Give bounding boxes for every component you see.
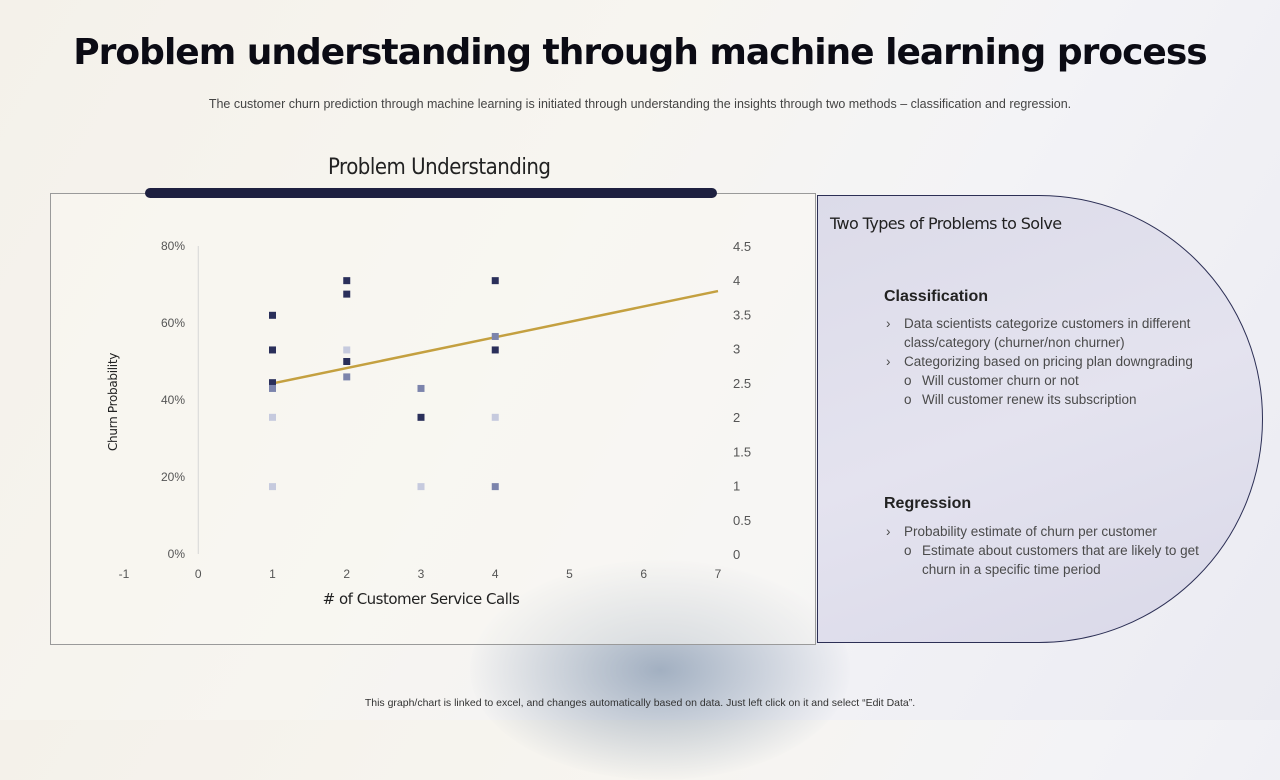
regression-list: Probability estimate of churn per custom… xyxy=(884,522,1234,579)
data-point xyxy=(269,311,276,319)
slide-title: Problem understanding through machine le… xyxy=(73,32,1207,73)
regression-item: Probability estimate of churn per custom… xyxy=(884,522,1234,541)
y-right-tick-label: 4 xyxy=(733,273,740,288)
y-right-tick-label: 4.5 xyxy=(733,239,751,254)
y-right-tick-label: 0.5 xyxy=(733,513,751,528)
x-tick-label: 5 xyxy=(566,567,573,581)
x-tick-label: 1 xyxy=(269,567,276,581)
slide-subtitle: The customer churn prediction through ma… xyxy=(208,97,1072,111)
y-right-tick-label: 1.5 xyxy=(733,444,751,459)
chart-container[interactable]: -1 0 1 2 3 4 5 6 7 0% 20% 40% 60% 80% 0 0.5 1 1.5 2 2.5 3 3.5… xyxy=(50,193,816,645)
section-accent-bar xyxy=(145,188,717,198)
x-tick-label: 0 xyxy=(195,567,202,581)
regression-item: Estimate about customers that are likely… xyxy=(884,541,1234,579)
classification-list: Data scientists categorize customers in … xyxy=(884,314,1234,409)
y-right-tick-label: 2.5 xyxy=(733,376,751,391)
y-right-tick-label: 3.5 xyxy=(733,307,751,322)
data-point xyxy=(343,290,351,298)
regression-heading: Regression xyxy=(884,495,972,512)
data-point xyxy=(343,358,351,365)
data-point xyxy=(491,277,499,285)
footer-note: This graph/chart is linked to excel, and… xyxy=(364,697,916,709)
data-point xyxy=(417,483,425,491)
y-left-tick-label: 20% xyxy=(161,470,185,484)
problem-types-panel: Two Types of Problems to Solve Classific… xyxy=(817,195,1263,643)
x-tick-label: 7 xyxy=(715,567,722,581)
y-left-tick-label: 80% xyxy=(161,239,185,253)
x-tick-label: 3 xyxy=(418,567,425,581)
x-tick-label: 2 xyxy=(343,567,350,581)
data-point xyxy=(269,483,276,491)
section-title: Problem Understanding xyxy=(328,155,551,180)
classification-item: Will customer renew its subscription xyxy=(884,390,1234,409)
x-axis-title: # of Customer Service Calls xyxy=(323,590,520,608)
data-point xyxy=(491,483,499,491)
y-right-tick-label: 1 xyxy=(733,479,740,494)
panel-title: Two Types of Problems to Solve xyxy=(830,214,1062,233)
y-left-tick-label: 40% xyxy=(161,393,185,407)
classification-item: Data scientists categorize customers in … xyxy=(884,314,1234,352)
data-point xyxy=(491,346,499,354)
data-point xyxy=(269,379,276,387)
classification-heading: Classification xyxy=(884,288,989,305)
data-point xyxy=(343,346,351,354)
data-point xyxy=(343,373,351,381)
data-point xyxy=(417,413,425,421)
data-point xyxy=(269,346,276,354)
data-point xyxy=(343,277,351,285)
classification-item: Will customer churn or not xyxy=(884,371,1234,390)
data-point xyxy=(417,384,425,392)
x-tick-label: -1 xyxy=(119,567,130,581)
scatter-chart[interactable]: -1 0 1 2 3 4 5 6 7 0% 20% 40% 60% 80% 0 0.5 1 1.5 2 2.5 3 3.5… xyxy=(51,194,815,644)
y-left-tick-label: 0% xyxy=(168,547,186,561)
y-right-tick-label: 3 xyxy=(733,342,740,357)
x-tick-label: 4 xyxy=(492,567,499,581)
y-right-tick-label: 2 xyxy=(733,410,740,425)
data-point xyxy=(269,413,276,421)
y-right-tick-label: 0 xyxy=(733,547,740,562)
data-point xyxy=(491,413,499,421)
classification-item: Categorizing based on pricing plan downg… xyxy=(884,352,1234,371)
y-left-tick-label: 60% xyxy=(161,316,185,330)
data-point xyxy=(269,384,276,392)
data-point xyxy=(491,332,499,340)
y-axis-title: Churn Probability xyxy=(106,353,120,451)
x-tick-label: 6 xyxy=(640,567,647,581)
